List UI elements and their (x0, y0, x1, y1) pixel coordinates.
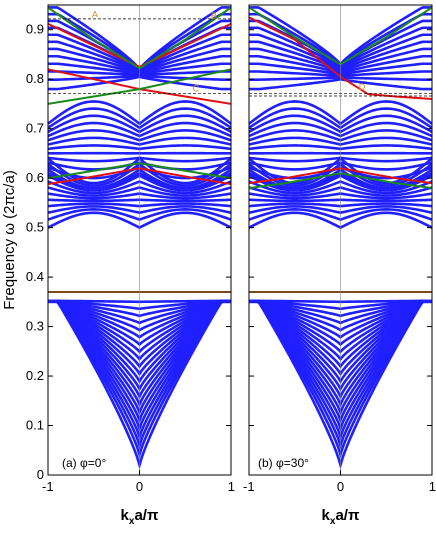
x-axis-label-a: kxa/π (121, 507, 159, 527)
annotations-a: A B C (92, 9, 217, 93)
y-tick-label: 0.2 (26, 368, 44, 383)
panel-a: A BC 00.10.20.30.40.50.60.70.80.9 -1 0 1 (a… (26, 4, 235, 527)
x-tick-label: -1 (243, 479, 255, 494)
x-tick-label: 0 (136, 479, 143, 494)
x-tick-label: 1 (228, 479, 235, 494)
y-axis-ticks: 0 0.1 0.2 0.3 0.4 0.5 0.6 0.7 0.8 0.9 (26, 22, 231, 482)
y-tick-label: 0.8 (26, 71, 44, 86)
panel-b-label: (b) φ=30° (258, 456, 309, 470)
annotation-A: A (92, 9, 98, 19)
y-tick-label: 0.9 (26, 22, 44, 37)
y-axis-label: Frequency ω (2πc/a) (1, 170, 18, 310)
y-tick-label: 0.3 (26, 319, 44, 334)
y-tick-label: 0.5 (26, 220, 44, 235)
x-tick-label: 1 (429, 479, 436, 494)
x-axis-label-b: kxa/π (322, 507, 360, 527)
y-tick-label: 0.4 (26, 269, 44, 284)
y-tick-label: 0.1 (26, 418, 44, 433)
annotations-b: D (359, 82, 366, 92)
x-axis-ticks-a: -1 0 1 (42, 470, 235, 494)
annotation-D: D (359, 82, 366, 92)
annotation-B: B (211, 11, 217, 21)
y-tick-label: 0.6 (26, 170, 44, 185)
panel-b: D -1 0 1 (b) φ=30° kxa/π (243, 4, 436, 527)
y-tick-label: 0 (37, 467, 44, 482)
annotation-C: C (193, 84, 200, 94)
x-axis-ticks-b: -1 0 1 (243, 29, 436, 494)
panel-a-label: (a) φ=0° (62, 456, 106, 470)
x-tick-label: -1 (42, 479, 54, 494)
y-tick-label: 0.7 (26, 121, 44, 136)
edge-state-red (249, 16, 432, 100)
x-tick-label: 0 (337, 479, 344, 494)
